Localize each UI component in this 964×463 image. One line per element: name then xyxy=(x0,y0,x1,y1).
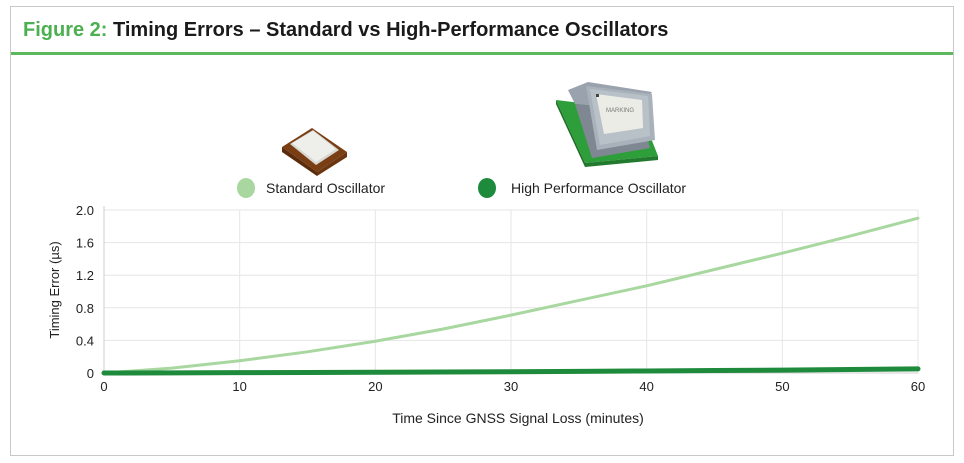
high-performance-oscillator-line xyxy=(101,366,921,376)
gridlines xyxy=(104,209,919,373)
y-tick-label: 0.4 xyxy=(76,333,94,348)
crystal-oscillator-package-icon xyxy=(282,128,347,176)
x-axis-label: Time Since GNSS Signal Loss (minutes) xyxy=(392,410,644,426)
x-tick-label: 0 xyxy=(100,379,107,394)
x-tick-label: 10 xyxy=(232,379,246,394)
y-tick-label: 2.0 xyxy=(76,203,94,218)
series-layer xyxy=(101,216,921,376)
legend-swatch-shape xyxy=(478,178,496,198)
figure-frame: Figure 2: Timing Errors – Standard vs Hi… xyxy=(10,6,954,456)
legend: Standard Oscillator High Performance Osci… xyxy=(237,178,686,198)
ocxo-module-icon: MARKING xyxy=(556,82,658,167)
standard-oscillator-line xyxy=(102,216,920,375)
legend-label: Standard Oscillator xyxy=(266,180,385,196)
y-tick-label: 0.8 xyxy=(76,301,94,316)
figure-title-text: Timing Errors – Standard vs High-Perform… xyxy=(113,19,669,41)
x-tick-label: 20 xyxy=(368,379,382,394)
y-axis-label: Timing Error (µs) xyxy=(47,241,62,338)
legend-swatch xyxy=(478,178,496,198)
x-tick-label: 30 xyxy=(504,379,518,394)
y-tick-label: 0 xyxy=(87,366,94,381)
legend-swatch xyxy=(237,178,255,198)
figure-title: Figure 2: Timing Errors – Standard vs Hi… xyxy=(23,19,668,42)
y-tick-label: 1.2 xyxy=(76,268,94,283)
x-tick-label: 40 xyxy=(639,379,653,394)
legend-label: High Performance Oscillator xyxy=(511,180,686,196)
axes: 0 10 20 30 40 50 60 0 0.4 0.8 1.2 1.6 2.0 xyxy=(76,203,925,394)
module-marking: MARKING xyxy=(606,108,634,114)
x-tick-label: 50 xyxy=(775,379,789,394)
figure-label: Figure 2: xyxy=(23,19,108,41)
y-tick-label: 1.6 xyxy=(76,236,94,251)
legend-swatch-shape xyxy=(237,178,255,198)
title-bar: Figure 2: Timing Errors – Standard vs Hi… xyxy=(11,7,953,55)
x-tick-label: 60 xyxy=(911,379,925,394)
